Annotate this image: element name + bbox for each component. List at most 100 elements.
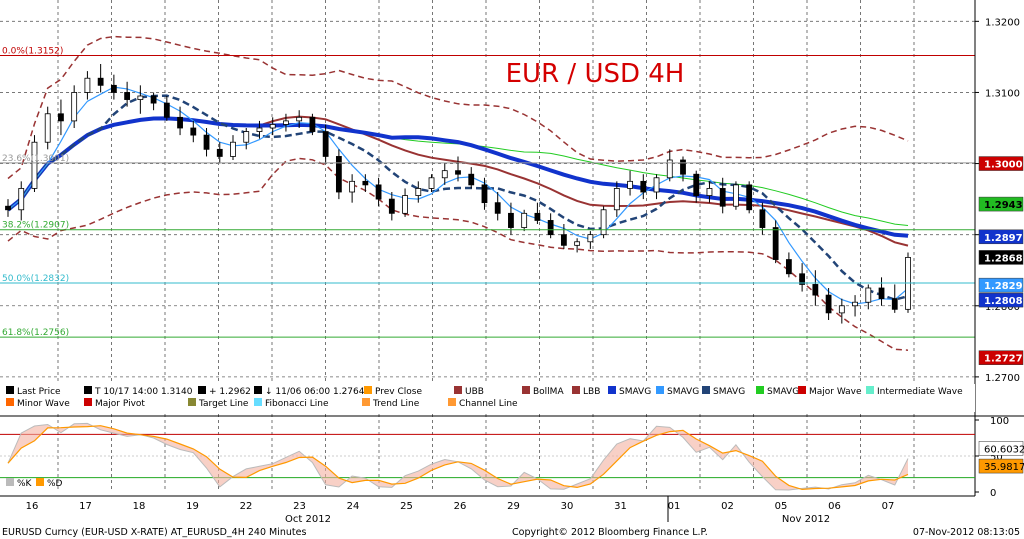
candle-body <box>335 156 342 193</box>
candle-body <box>150 95 157 104</box>
candle-body <box>5 205 11 211</box>
price-tag-label: 1.2727 <box>984 354 1023 365</box>
osc-legend-label: %D <box>47 479 63 489</box>
legend-swatch <box>364 386 372 394</box>
x-tick-label: 02 <box>721 501 734 512</box>
legend-swatch <box>84 386 92 394</box>
fib-level-label: 23.6%(1.3001) <box>2 154 69 164</box>
legend-label: Major Wave <box>809 387 862 397</box>
candle-body <box>441 170 448 179</box>
legend-label: UBB <box>465 387 484 397</box>
candle-body <box>18 188 25 211</box>
osc-tag <box>978 458 1024 474</box>
legend-label: Prev Close <box>375 387 422 397</box>
candle-body <box>574 241 581 246</box>
candle-body <box>680 159 686 175</box>
candle-body <box>428 177 435 189</box>
x-tick-label: 26 <box>454 501 467 512</box>
candle-body <box>163 102 170 118</box>
sma-blue <box>6 116 909 238</box>
candle-body <box>283 120 289 125</box>
candle-body <box>362 180 369 186</box>
candle-body <box>799 273 806 285</box>
legend-swatch <box>866 386 874 394</box>
candle-body <box>375 184 382 200</box>
month-label: Nov 2012 <box>782 514 830 525</box>
candle-body <box>415 188 422 196</box>
candle-body <box>481 184 488 204</box>
candle-body <box>455 170 461 175</box>
lower-bollinger-band <box>7 157 909 351</box>
candle-body <box>746 184 753 211</box>
legend-label: Channel Line <box>459 399 518 409</box>
price-tick-label: 1.3100 <box>985 88 1020 99</box>
candle-body <box>216 148 223 157</box>
candle-body <box>759 209 766 228</box>
month-label: Oct 2012 <box>285 514 331 525</box>
x-tick-label: 23 <box>293 501 306 512</box>
x-tick-label: 31 <box>614 501 627 512</box>
price-tag <box>978 277 1024 293</box>
price-tag <box>978 350 1024 365</box>
price-tag <box>978 292 1024 308</box>
candle-body <box>31 141 38 189</box>
x-tick-label: 24 <box>347 501 360 512</box>
candle-body <box>256 127 263 132</box>
x-tick-label: 16 <box>26 501 39 512</box>
legend-swatch <box>84 398 92 406</box>
legend-swatch <box>522 386 530 394</box>
candle-body <box>97 77 104 86</box>
legend-swatch <box>798 386 806 394</box>
sma-dashed <box>7 94 909 301</box>
legend-swatch <box>454 386 462 394</box>
price-tick-label: 1.3200 <box>985 17 1020 28</box>
legend-label: LBB <box>583 387 600 397</box>
fib-level-label: 50.0%(1.2832) <box>2 274 69 284</box>
price-tag <box>978 156 1024 171</box>
legend-label: T 10/17 14:00 1.3140 <box>94 387 193 397</box>
candle-body <box>44 113 51 143</box>
candle-body <box>322 131 329 157</box>
x-tick-label: 22 <box>240 501 253 512</box>
legend-swatch <box>6 398 14 406</box>
price-tag <box>978 229 1024 245</box>
legend-label: + 1.2962 <box>209 387 251 397</box>
candle-body <box>269 124 276 129</box>
legend-swatch <box>608 386 616 394</box>
candle-body <box>309 116 316 132</box>
candle-body <box>190 127 197 136</box>
x-tick-label: 18 <box>133 501 146 512</box>
candle-body <box>693 173 700 196</box>
candle-body <box>124 92 131 100</box>
price-tag-label: 1.2897 <box>984 233 1023 244</box>
osc-legend-swatch <box>6 478 14 486</box>
price-tick-label: 1.2700 <box>985 373 1020 384</box>
candle-body <box>640 180 647 193</box>
legend-swatch <box>572 386 580 394</box>
upper-bollinger-band <box>7 35 909 180</box>
legend-label: SMAVG <box>713 387 745 397</box>
candle-body <box>84 77 91 93</box>
candle-body <box>230 141 236 157</box>
x-tick-label: 07 <box>882 501 895 512</box>
candle-body <box>627 180 633 189</box>
candle-body <box>878 287 885 300</box>
legend-label: Minor Wave <box>17 399 70 409</box>
x-tick-label: 17 <box>79 501 92 512</box>
candle-body <box>137 95 144 100</box>
fib-level-label: 61.8%(1.2756) <box>2 328 69 338</box>
candle-body <box>402 195 408 214</box>
legend-label: ↓ 11/06 06:00 1.2764 <box>265 387 365 397</box>
candle-body <box>706 188 713 196</box>
x-tick-label: 25 <box>400 501 413 512</box>
candle-body <box>613 188 620 211</box>
candle-body <box>58 113 64 122</box>
candle-body <box>772 227 779 260</box>
candle-body <box>534 212 541 221</box>
legend-swatch <box>756 386 764 394</box>
x-tick-label: 29 <box>507 501 520 512</box>
candle-body <box>494 202 501 214</box>
osc-tick-label: 50 <box>990 452 1003 463</box>
candle-body <box>838 305 845 314</box>
candle-body <box>177 116 183 129</box>
